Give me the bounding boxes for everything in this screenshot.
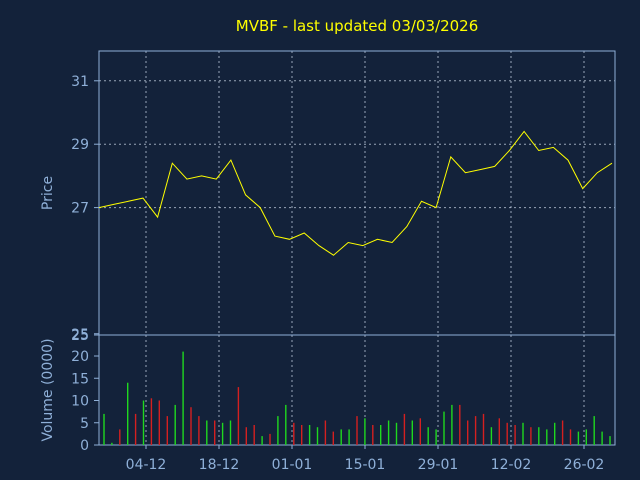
volume-tick-label: 15 <box>71 371 89 387</box>
price-tick-label: 31 <box>71 74 89 90</box>
date-tick-label: 29-01 <box>418 457 459 473</box>
volume-tick-label: 25 <box>71 327 89 343</box>
date-tick-label: 04-12 <box>126 457 167 473</box>
date-tick-label: 12-02 <box>491 457 532 473</box>
date-x-axis: 04-12 18-12 01-01 15-01 29-01 12-02 26-02 <box>126 445 605 473</box>
date-tick-label: 26-02 <box>564 457 605 473</box>
date-tick-label: 18-12 <box>199 457 240 473</box>
price-series-line <box>98 130 613 256</box>
volume-y-axis: 0 5 10 15 20 25 <box>71 327 99 454</box>
price-axis-label: Price <box>40 176 56 210</box>
price-grid <box>99 51 615 335</box>
chart-title: MVBF - last updated 03/03/2026 <box>236 17 479 35</box>
volume-axis-label: Volume (0000) <box>40 338 56 441</box>
price-tick-label: 25 <box>71 328 89 344</box>
price-tick-label: 29 <box>71 137 89 153</box>
volume-tick-label: 5 <box>80 416 89 432</box>
volume-tick-label: 20 <box>71 349 89 365</box>
price-y-axis: 25 27 29 31 <box>71 74 99 344</box>
date-tick-label: 01-01 <box>272 457 313 473</box>
volume-bars <box>103 351 611 445</box>
date-tick-label: 15-01 <box>345 457 386 473</box>
price-tick-label: 27 <box>71 201 89 217</box>
volume-tick-label: 10 <box>71 394 89 410</box>
volume-tick-label: 0 <box>80 438 89 454</box>
